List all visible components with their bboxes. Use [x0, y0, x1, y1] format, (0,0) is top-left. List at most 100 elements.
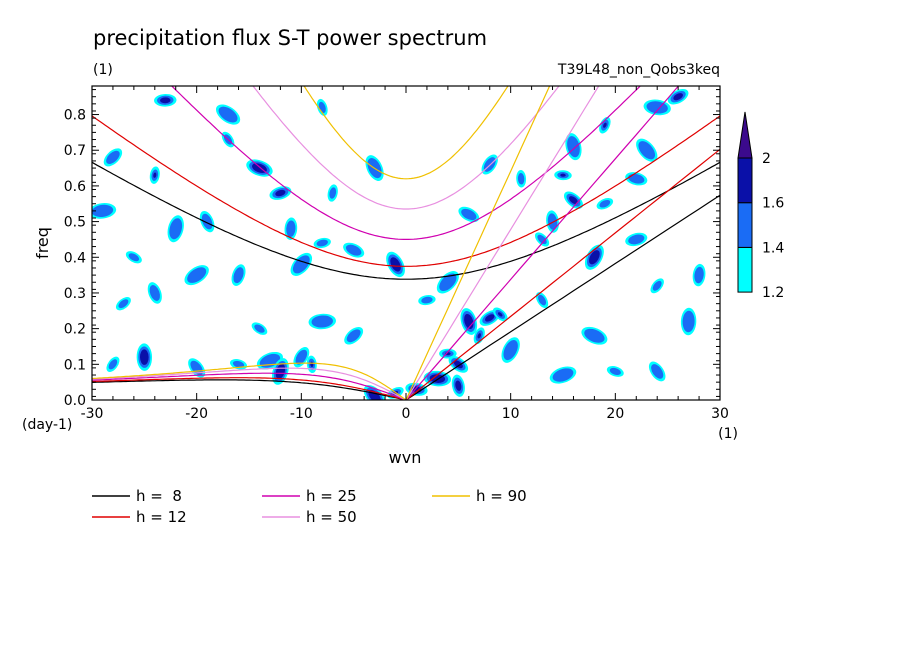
- contour-level-1: [517, 173, 525, 185]
- rossby-curve-h8: [92, 379, 407, 400]
- colorbar-label: 1.4: [762, 240, 784, 256]
- legend-item: h = 25: [262, 487, 357, 505]
- y-tick-label: 0.3: [64, 286, 86, 302]
- x-axis-unit: (1): [718, 426, 738, 442]
- legend-item: h = 8: [92, 487, 182, 505]
- colorbar: 1.2 1.4 1.6 2: [737, 111, 784, 301]
- contour-level-1: [638, 141, 656, 160]
- colorbar-band-1: [737, 202, 753, 248]
- y-tick-label: 0.0: [64, 393, 86, 409]
- ig-curve-h25: [170, 86, 642, 240]
- contour-blob-49: [625, 172, 648, 186]
- contour-level-1: [547, 213, 558, 230]
- contour-level-1: [218, 106, 238, 123]
- legend-label: h = 12: [136, 508, 187, 526]
- title-unit: (1): [93, 62, 113, 78]
- contour-level-2: [560, 173, 566, 177]
- contour-blob-13: [293, 347, 310, 368]
- legend-label: h = 50: [306, 508, 357, 526]
- chart-title: precipitation flux S-T power spectrum: [93, 26, 487, 50]
- contour-level-1: [311, 315, 333, 328]
- contour-level-2: [673, 93, 683, 101]
- contour-level-1: [682, 310, 695, 333]
- contour-level-1: [599, 199, 611, 208]
- contour-blob-29: [92, 203, 117, 219]
- contour-level-2: [275, 189, 286, 197]
- contour-level-2: [153, 172, 157, 178]
- colorbar-band-0: [737, 246, 753, 293]
- contour-level-1: [169, 218, 183, 240]
- contour-level-1: [421, 296, 433, 304]
- colorbar-band-2: [737, 157, 753, 204]
- contour-blob-62: [436, 271, 459, 294]
- contour-level-1: [316, 239, 328, 247]
- kelvin-line-h8: [405, 194, 720, 400]
- contour-level-1: [232, 360, 245, 368]
- contour-blob-22: [284, 217, 298, 240]
- contour-blob-30: [125, 251, 142, 264]
- legend-label: h = 25: [306, 487, 357, 505]
- contour-blob-44: [643, 99, 671, 116]
- contour-level-1: [552, 368, 574, 382]
- contour-level-1: [345, 244, 362, 256]
- contour-level-2: [569, 196, 578, 205]
- contour-blob-59: [581, 326, 608, 345]
- x-tick-label: 10: [502, 406, 520, 422]
- contour-blob-41: [565, 133, 582, 161]
- contour-blob-25: [343, 242, 365, 258]
- contour-blob-38: [184, 265, 209, 286]
- contour-blob-33: [115, 296, 131, 311]
- contour-blob-69: [251, 322, 268, 335]
- run-label: T39L48_non_Qobs3keq: [557, 62, 720, 78]
- y-tick-label: 0.4: [64, 250, 86, 266]
- contour-blob-53: [549, 366, 577, 384]
- contour-level-1: [118, 299, 129, 309]
- contour-blob-70: [147, 282, 162, 304]
- contour-blob-57: [650, 278, 664, 294]
- contour-level-1: [295, 349, 308, 365]
- contour-blob-36: [316, 98, 328, 116]
- contour-level-1: [609, 367, 621, 375]
- contour-blob-58: [625, 232, 648, 247]
- contour-level-2: [139, 349, 149, 365]
- contour-blob-61: [692, 263, 706, 287]
- contour-blob-45: [534, 232, 550, 247]
- contour-level-2: [589, 250, 600, 265]
- contour-level-1: [187, 267, 207, 283]
- contour-blob-19: [269, 186, 292, 200]
- contour-level-1: [461, 208, 477, 221]
- contour-blob-68: [308, 313, 336, 330]
- colorbar-label: 1.6: [762, 196, 784, 212]
- contour-level-1: [329, 187, 337, 199]
- contour-blob-40: [563, 191, 583, 209]
- colorbar-label: 2: [762, 151, 771, 167]
- contour-blob-31: [199, 210, 215, 233]
- contour-blob-56: [680, 307, 697, 336]
- y-tick-label: 0.7: [64, 143, 86, 159]
- y-tick-label: 0.5: [64, 215, 86, 231]
- rossby-curve-h90: [92, 362, 407, 400]
- dispersion-curves: [92, 86, 720, 400]
- contour-blob-63: [418, 295, 436, 306]
- x-tick-label: -20: [185, 406, 208, 422]
- contour-level-2: [497, 312, 503, 317]
- rossby-curve-h12: [92, 377, 407, 400]
- x-tick-label: -10: [290, 406, 313, 422]
- kelvin-line-h25: [405, 86, 680, 400]
- contour-blob-35: [215, 104, 241, 125]
- y-axis-label: freq: [33, 227, 52, 259]
- y-tick-label: 0.6: [64, 179, 86, 195]
- contour-level-2: [453, 360, 463, 369]
- contour-level-1: [128, 253, 140, 262]
- contour-blob-54: [606, 366, 624, 377]
- contour-level-1: [628, 234, 645, 245]
- kelvin-line-h90: [405, 86, 551, 400]
- ig-curve-h8: [92, 161, 720, 280]
- legend-item: h = 50: [262, 508, 357, 526]
- ig-curve-h90: [303, 86, 509, 180]
- contour-level-1: [628, 173, 645, 184]
- contour-blob-28: [103, 148, 123, 167]
- rossby-curve-h25: [92, 372, 407, 400]
- x-tick-label: 30: [711, 406, 729, 422]
